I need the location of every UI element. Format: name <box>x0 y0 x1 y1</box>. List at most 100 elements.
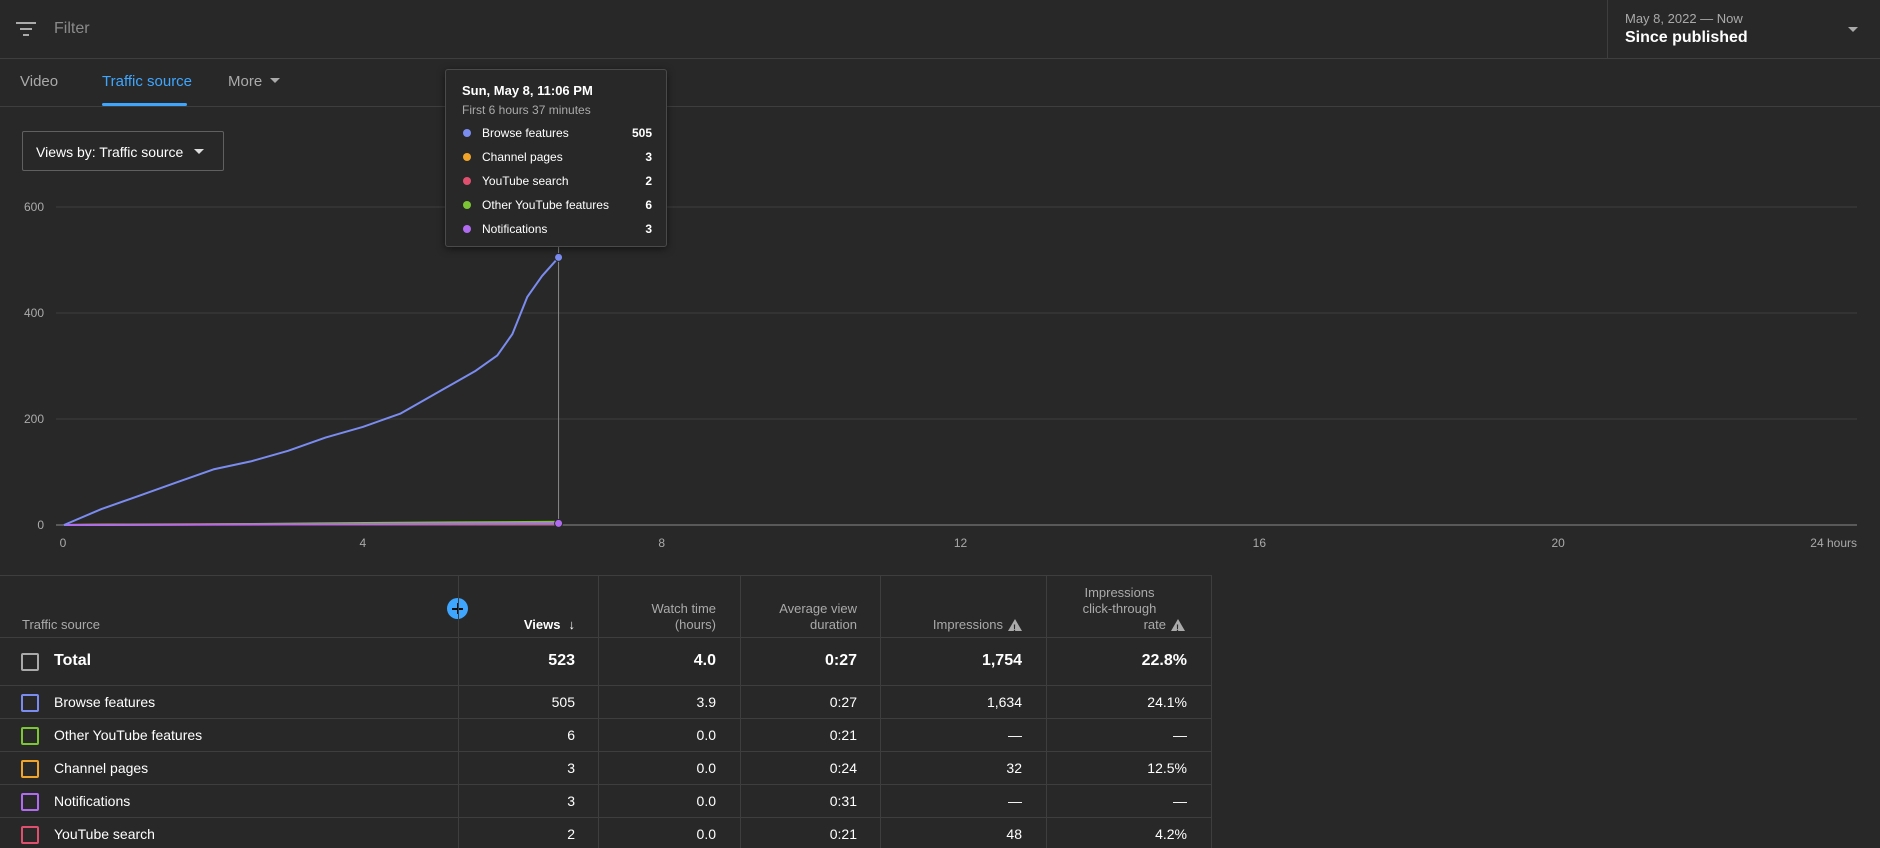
legend-dot-icon <box>463 129 471 137</box>
row-checkbox[interactable] <box>21 792 39 811</box>
tooltip-row-value: 3 <box>645 222 652 236</box>
warning-icon[interactable] <box>1008 619 1022 636</box>
header-avg-line1: Average view <box>779 601 857 616</box>
table-row: Other YouTube features 6 0.0 0:21 — — <box>0 719 1212 752</box>
column-divider <box>1046 575 1047 848</box>
header-ctr[interactable]: Impressions click-through rate <box>1052 585 1187 636</box>
cell-views: 6 <box>567 726 575 743</box>
y-tick-label: 600 <box>24 200 44 214</box>
tab-video[interactable]: Video <box>20 73 59 90</box>
cell-watch-time: 4.0 <box>693 652 716 669</box>
cell-impressions: 32 <box>1006 759 1022 776</box>
cell-ctr: 12.5% <box>1147 759 1187 776</box>
column-divider <box>458 575 459 848</box>
y-tick-label: 200 <box>24 412 44 426</box>
add-metric-button[interactable] <box>447 598 468 619</box>
cell-avg-duration: 0:24 <box>829 759 857 776</box>
tooltip-row-name: Notifications <box>482 222 548 236</box>
cell-watch-time: 0.0 <box>696 726 716 743</box>
row-checkbox[interactable] <box>21 693 39 712</box>
x-tick-label: 4 <box>359 536 366 550</box>
date-range-text: May 8, 2022 — Now <box>1625 11 1743 26</box>
header-ctr-line1: Impressions <box>1084 585 1155 600</box>
caret-down-icon <box>194 149 204 154</box>
tooltip-row-name: Browse features <box>482 126 569 140</box>
cell-watch-time: 0.0 <box>696 792 716 809</box>
cell-ctr: 4.2% <box>1155 825 1187 842</box>
x-tick-label: 12 <box>954 536 968 550</box>
tooltip-row-value: 505 <box>631 126 652 140</box>
cell-impressions: — <box>1008 726 1022 743</box>
column-divider <box>1211 575 1212 848</box>
table-row: Notifications 3 0.0 0:31 — — <box>0 785 1212 818</box>
row-source-name: Browse features <box>54 693 156 710</box>
legend-dot-icon <box>463 225 471 233</box>
row-source-name: Notifications <box>54 792 131 809</box>
row-checkbox[interactable] <box>21 825 39 844</box>
tooltip-row: Notifications 3 <box>462 221 652 237</box>
row-source-name: Channel pages <box>54 759 149 776</box>
cell-watch-time: 0.0 <box>696 759 716 776</box>
cell-ctr: 24.1% <box>1147 693 1187 710</box>
filter-bar: May 8, 2022 — Now Since published <box>0 0 1880 59</box>
tooltip-row-name: Other YouTube features <box>482 198 609 212</box>
row-checkbox[interactable] <box>21 726 39 745</box>
cell-watch-time: 0.0 <box>696 825 716 842</box>
header-watch-time[interactable]: Watch time (hours) <box>600 601 716 633</box>
cell-impressions: 1,634 <box>986 693 1022 710</box>
row-checkbox[interactable] <box>21 759 39 778</box>
table-header: Traffic source Views ↓ Watch time (hours)… <box>0 575 1212 638</box>
tab-more[interactable]: More <box>228 73 281 90</box>
header-ctr-line3-label: rate <box>1143 617 1166 632</box>
header-views[interactable]: Views ↓ <box>458 617 575 633</box>
tab-traffic-source[interactable]: Traffic source <box>102 73 193 90</box>
header-ctr-line2: click-through <box>1082 601 1157 616</box>
table-row: Browse features 505 3.9 0:27 1,634 24.1% <box>0 686 1212 719</box>
x-tick-label: 0 <box>60 536 67 550</box>
table-total-row: Total 523 4.0 0:27 1,754 22.8% <box>0 638 1212 686</box>
x-tick-label: 16 <box>1253 536 1267 550</box>
y-tick-label: 0 <box>37 518 44 532</box>
series-line <box>63 256 560 526</box>
caret-down-icon <box>1848 27 1858 32</box>
table-row: Channel pages 3 0.0 0:24 32 12.5% <box>0 752 1212 785</box>
header-traffic-source: Traffic source <box>22 617 101 632</box>
views-by-dropdown[interactable]: Views by: Traffic source <box>22 131 224 171</box>
filter-icon[interactable] <box>16 20 36 38</box>
cell-views: 3 <box>567 759 575 776</box>
header-avg-view-duration[interactable]: Average view duration <box>742 601 857 633</box>
y-tick-label: 400 <box>24 306 44 320</box>
cell-views: 2 <box>567 825 575 842</box>
chart-tooltip: Sun, May 8, 11:06 PM First 6 hours 37 mi… <box>445 69 667 247</box>
date-range-picker[interactable]: May 8, 2022 — Now Since published <box>1607 0 1880 59</box>
tooltip-row-name: Channel pages <box>482 150 563 164</box>
header-impressions[interactable]: Impressions <box>882 617 1022 636</box>
column-divider <box>740 575 741 848</box>
tooltip-row-value: 2 <box>645 174 652 188</box>
cell-avg-duration: 0:27 <box>824 652 857 669</box>
cell-impressions: 48 <box>1006 825 1022 842</box>
warning-icon[interactable] <box>1171 619 1185 636</box>
legend-dot-icon <box>463 153 471 161</box>
tab-more-label: More <box>228 73 263 90</box>
series-line <box>63 522 559 526</box>
header-views-label: Views <box>523 617 561 632</box>
active-tab-indicator <box>102 103 187 106</box>
cell-impressions: — <box>1008 792 1022 809</box>
cell-avg-duration: 0:27 <box>829 693 857 710</box>
column-divider <box>880 575 881 848</box>
row-source-name: Total <box>54 652 92 669</box>
tooltip-row-name: YouTube search <box>482 174 569 188</box>
cell-avg-duration: 0:21 <box>829 726 857 743</box>
cell-views: 505 <box>551 693 575 710</box>
views-by-label: Views by: Traffic source <box>36 144 184 160</box>
filter-input[interactable] <box>54 18 754 40</box>
header-avg-line2: duration <box>810 617 857 632</box>
legend-dot-icon <box>463 201 471 209</box>
header-ctr-line3: rate <box>1052 617 1187 636</box>
table-row: YouTube search 2 0.0 0:21 48 4.2% <box>0 818 1212 848</box>
tooltip-subtitle: First 6 hours 37 minutes <box>462 103 591 117</box>
row-checkbox[interactable] <box>21 653 39 671</box>
row-source-name: Other YouTube features <box>54 726 203 743</box>
cell-views: 523 <box>548 652 575 669</box>
